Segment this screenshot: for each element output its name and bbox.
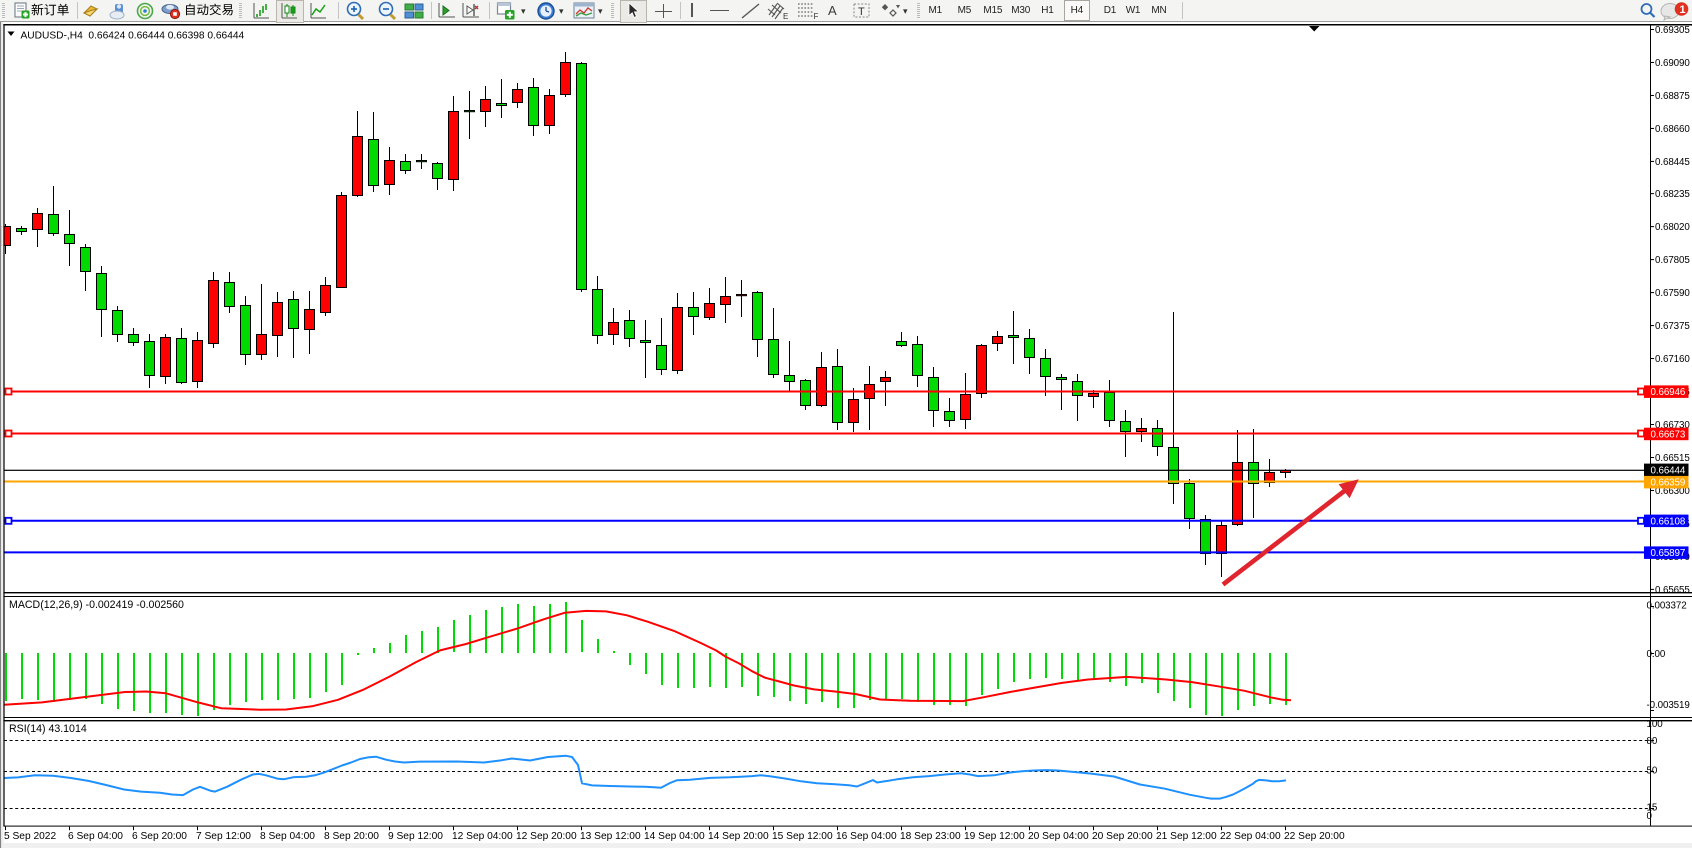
svg-text:19 Sep 12:00: 19 Sep 12:00 — [964, 831, 1025, 842]
svg-text:6 Sep 20:00: 6 Sep 20:00 — [132, 831, 187, 842]
svg-text:0.66444: 0.66444 — [1651, 465, 1686, 476]
svg-text:0.67590: 0.67590 — [1655, 288, 1690, 299]
svg-text:0.68875: 0.68875 — [1655, 91, 1690, 102]
svg-text:8 Sep 04:00: 8 Sep 04:00 — [260, 831, 315, 842]
svg-text:0.67375: 0.67375 — [1655, 321, 1690, 332]
svg-text:50: 50 — [1647, 766, 1658, 777]
svg-text:20 Sep 20:00: 20 Sep 20:00 — [1092, 831, 1153, 842]
svg-text:22 Sep 20:00: 22 Sep 20:00 — [1284, 831, 1345, 842]
svg-text:16 Sep 04:00: 16 Sep 04:00 — [836, 831, 897, 842]
svg-text:0.68445: 0.68445 — [1655, 157, 1690, 168]
svg-text:0.65897: 0.65897 — [1651, 548, 1686, 559]
svg-text:0.66108: 0.66108 — [1651, 516, 1686, 527]
svg-text:RSI(14) 43.1014: RSI(14) 43.1014 — [9, 723, 87, 735]
svg-text:0.65655: 0.65655 — [1655, 585, 1690, 596]
svg-text:0.003372: 0.003372 — [1647, 600, 1687, 611]
svg-text:20 Sep 04:00: 20 Sep 04:00 — [1028, 831, 1089, 842]
svg-text:18 Sep 23:00: 18 Sep 23:00 — [900, 831, 961, 842]
svg-text:0.69305: 0.69305 — [1655, 25, 1690, 36]
svg-text:22 Sep 04:00: 22 Sep 04:00 — [1220, 831, 1281, 842]
svg-text:0.67805: 0.67805 — [1655, 255, 1690, 266]
svg-text:0.68660: 0.68660 — [1655, 124, 1690, 135]
svg-text:0.68235: 0.68235 — [1655, 189, 1690, 200]
svg-text:12 Sep 04:00: 12 Sep 04:00 — [452, 831, 513, 842]
svg-text:0.00: 0.00 — [1647, 649, 1666, 660]
svg-text:0.66300: 0.66300 — [1655, 486, 1690, 497]
svg-text:MACD(12,26,9) -0.002419 -0.002: MACD(12,26,9) -0.002419 -0.002560 — [9, 599, 184, 611]
svg-text:100: 100 — [1647, 719, 1664, 730]
svg-text:AUDUSD-,H4 0.66424 0.66444 0.: AUDUSD-,H4 0.66424 0.66444 0.66398 0.664… — [21, 31, 245, 42]
svg-text:0.66515: 0.66515 — [1655, 453, 1690, 464]
svg-text:13 Sep 12:00: 13 Sep 12:00 — [580, 831, 641, 842]
svg-text:0.66946: 0.66946 — [1651, 387, 1686, 398]
svg-text:21 Sep 12:00: 21 Sep 12:00 — [1156, 831, 1217, 842]
svg-text:14 Sep 04:00: 14 Sep 04:00 — [644, 831, 705, 842]
svg-text:1: 1 — [1680, 4, 1686, 16]
svg-text:15: 15 — [1647, 803, 1658, 814]
svg-text:7 Sep 12:00: 7 Sep 12:00 — [196, 831, 251, 842]
svg-text:0.69090: 0.69090 — [1655, 58, 1690, 69]
svg-text:80: 80 — [1647, 736, 1658, 747]
svg-text:0: 0 — [1647, 811, 1653, 822]
svg-text:0.66673: 0.66673 — [1651, 430, 1686, 441]
svg-text:E: E — [783, 12, 788, 21]
svg-text:5 Sep 2022: 5 Sep 2022 — [4, 831, 56, 842]
svg-text:0.68020: 0.68020 — [1655, 222, 1690, 233]
svg-text:15 Sep 12:00: 15 Sep 12:00 — [772, 831, 833, 842]
svg-text:F: F — [814, 12, 819, 21]
svg-text:-0.003519: -0.003519 — [1647, 700, 1690, 711]
svg-text:0.66359: 0.66359 — [1651, 478, 1686, 489]
svg-text:6 Sep 04:00: 6 Sep 04:00 — [68, 831, 123, 842]
svg-text:9 Sep 12:00: 9 Sep 12:00 — [388, 831, 443, 842]
svg-text:0.67160: 0.67160 — [1655, 354, 1690, 365]
svg-text:0.66730: 0.66730 — [1655, 420, 1690, 431]
svg-text:T: T — [858, 6, 865, 18]
svg-text:14 Sep 20:00: 14 Sep 20:00 — [708, 831, 769, 842]
svg-text:12 Sep 20:00: 12 Sep 20:00 — [516, 831, 577, 842]
svg-text:8 Sep 20:00: 8 Sep 20:00 — [324, 831, 379, 842]
